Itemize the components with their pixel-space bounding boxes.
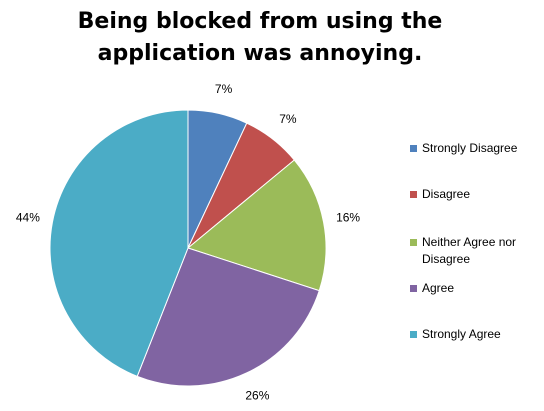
data-label-agree: 26% — [245, 389, 269, 403]
legend-swatch — [410, 191, 417, 198]
legend-label: Strongly Agree — [422, 327, 501, 341]
legend-swatch — [410, 285, 417, 292]
pie-slice-neither-agree-nor-disagree — [186, 159, 327, 292]
pie-slice-strongly-agree — [49, 109, 189, 377]
data-label-strongly-disagree: 7% — [215, 82, 233, 96]
pie-slice-agree — [136, 247, 320, 387]
legend-swatch — [410, 239, 417, 246]
legend-label: Disagree — [422, 187, 471, 201]
legend-item-disagree: Disagree — [410, 186, 544, 203]
data-label-neither-agree-nor-disagree: 16% — [336, 211, 360, 225]
data-label-disagree: 7% — [279, 112, 297, 126]
legend-label: Neither Agree nor Disagree — [422, 235, 517, 266]
legend-label: Agree — [422, 281, 455, 295]
legend-item-agree: Agree — [410, 280, 544, 297]
chart-title: Being blocked from using the application… — [77, 9, 443, 66]
legend-item-strongly-disagree: Strongly Disagree — [410, 140, 544, 157]
legend-item-strongly-agree: Strongly Agree — [410, 326, 544, 343]
legend-swatch — [410, 145, 417, 152]
data-label-strongly-agree: 44% — [16, 211, 40, 225]
legend-swatch — [410, 331, 417, 338]
legend-item-neither-agree-nor-disagree: Neither Agree nor Disagree — [410, 234, 544, 268]
legend-label: Strongly Disagree — [422, 141, 518, 155]
